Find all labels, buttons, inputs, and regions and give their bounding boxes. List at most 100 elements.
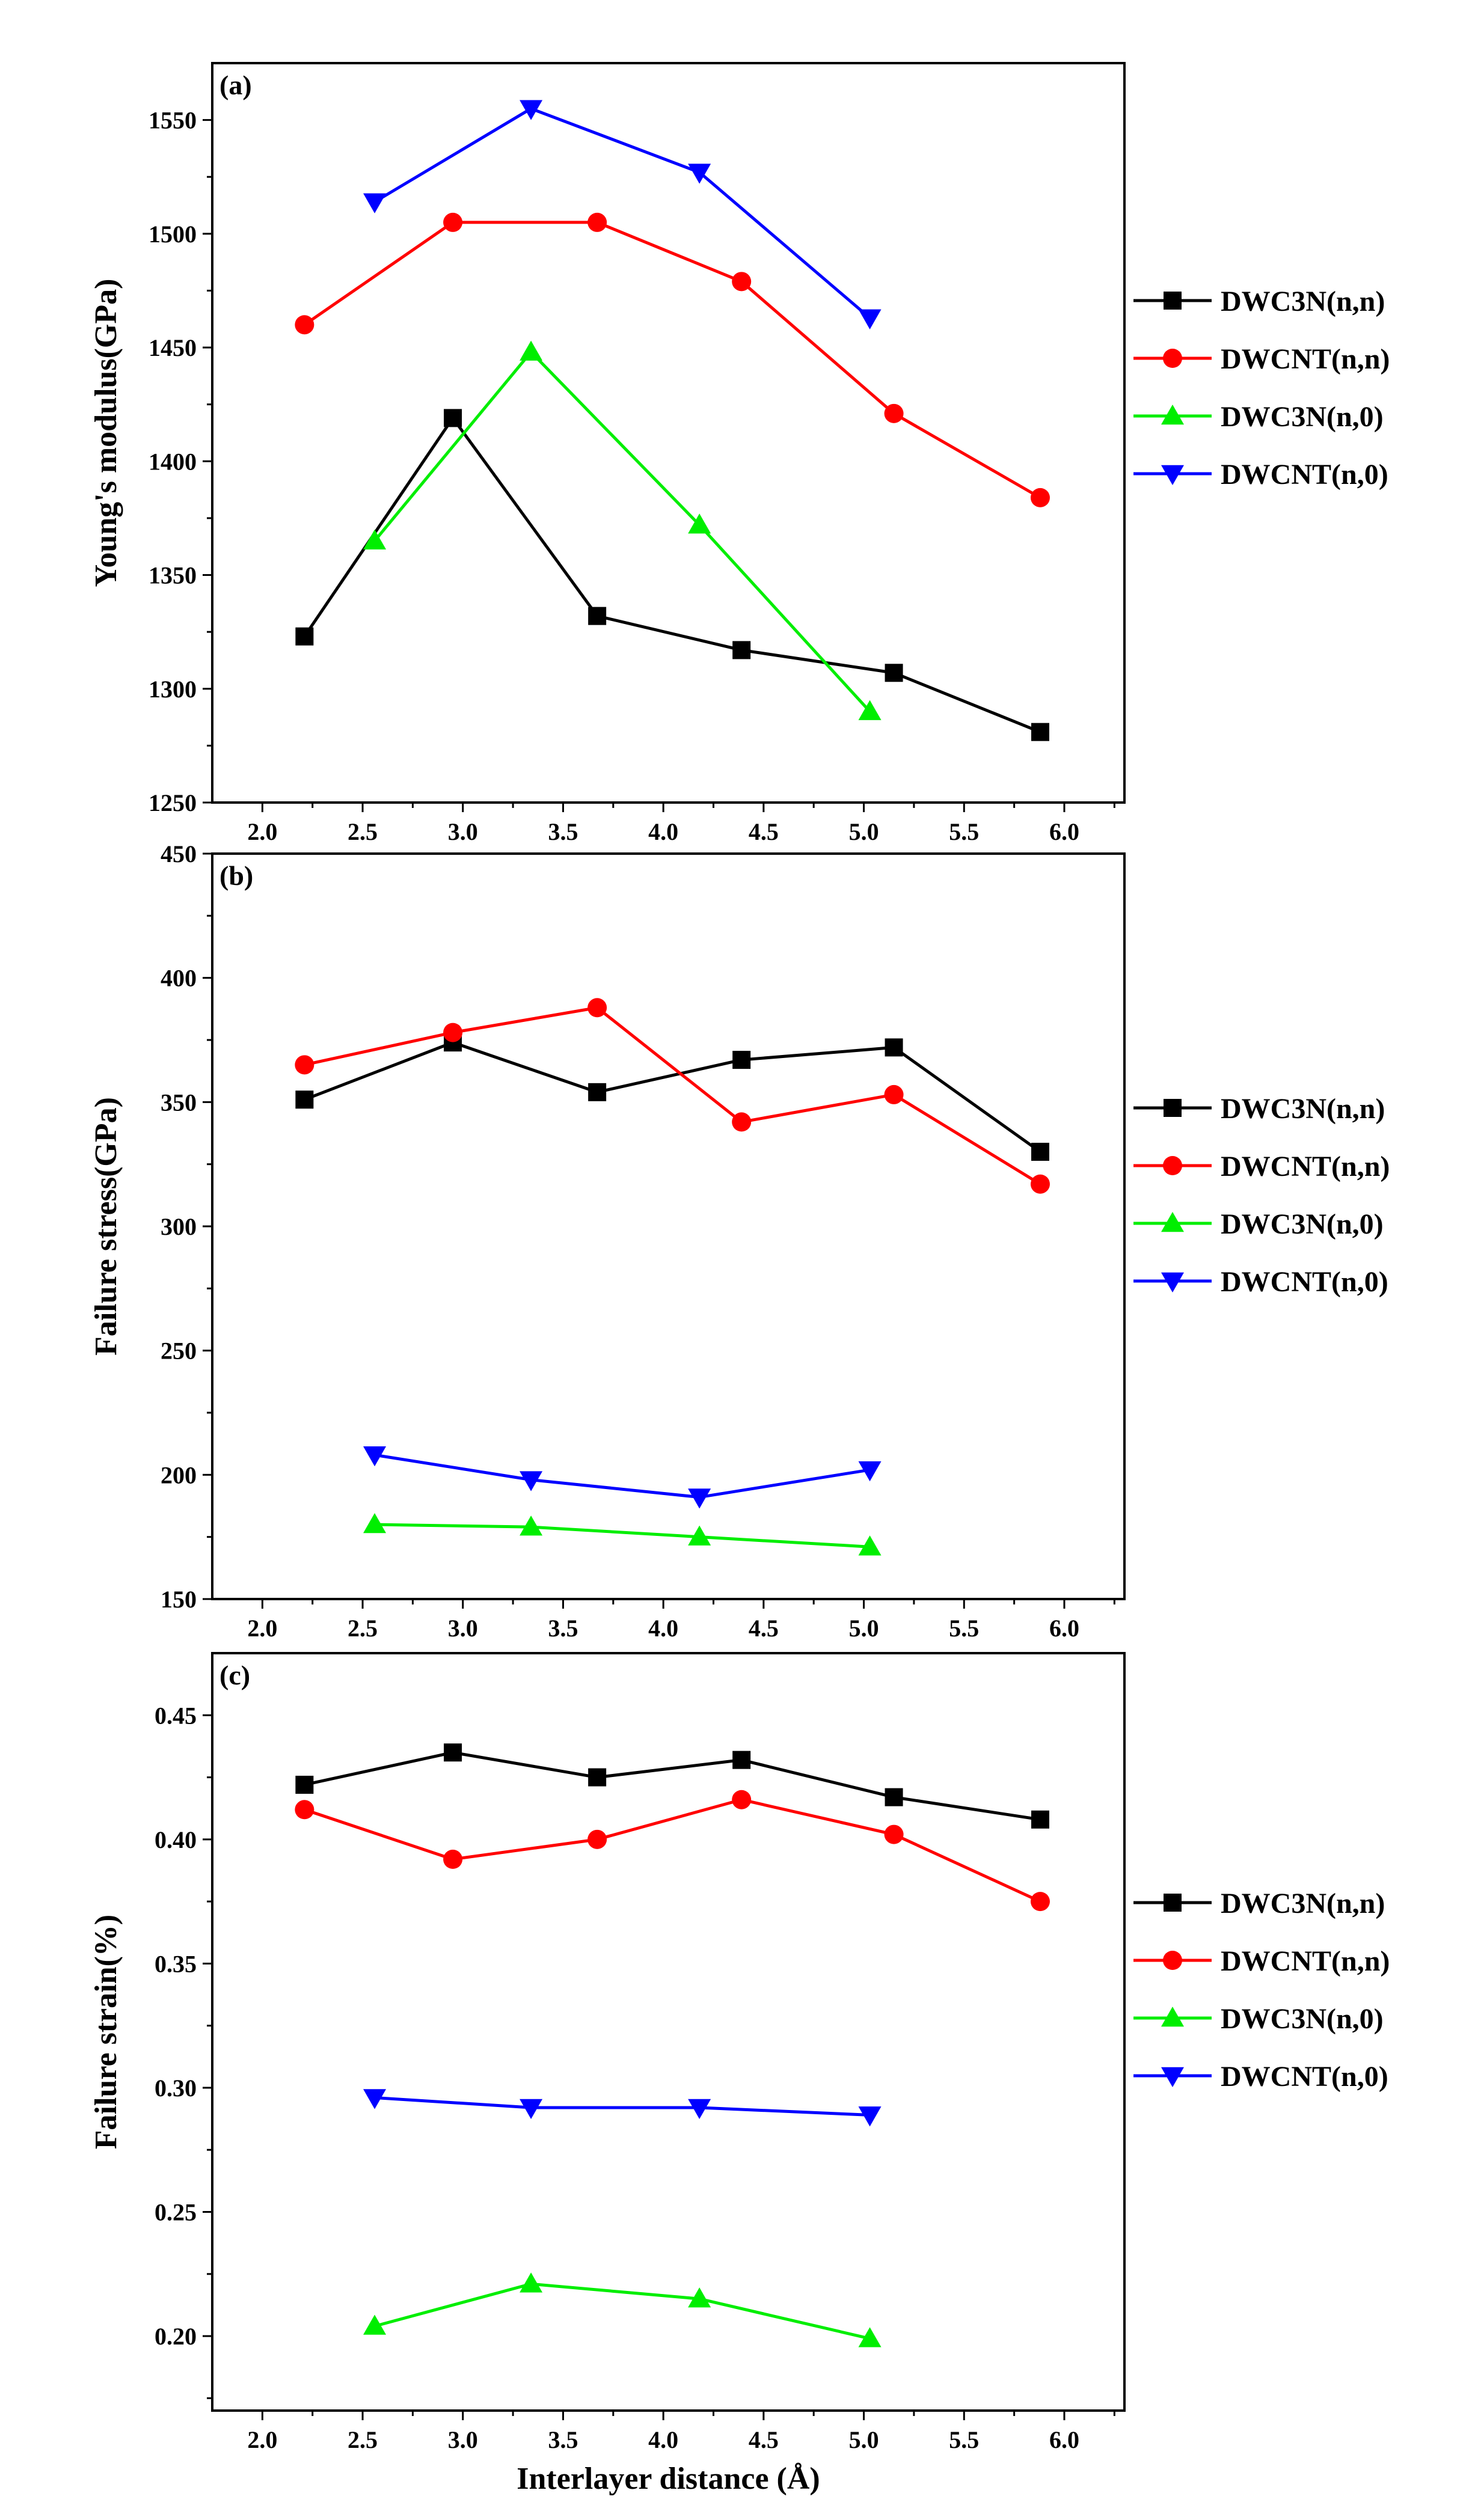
legend-entry-2: DWC3N(n,0) (1133, 1208, 1384, 1240)
chart-panel-0: 2.0 2.5 3.0 3.5 4.0 4.5 5.0 5.5 6.0 1250 1300 1350 1… (89, 62, 1390, 845)
data-point (363, 2089, 387, 2109)
plot-frame (211, 1652, 1126, 2412)
data-point (443, 1023, 463, 1042)
panel-label: (b) (219, 860, 253, 891)
series-1 (295, 998, 1050, 1194)
data-point (858, 2106, 882, 2127)
y-tick-label: 1500 (149, 221, 197, 248)
data-point (858, 309, 882, 329)
x-tick-label: 3.0 (448, 818, 478, 845)
data-point (884, 1824, 904, 1844)
series-1 (295, 1790, 1050, 1912)
legend-label: DWCNT(n,0) (1221, 2061, 1388, 2093)
x-tick-label: 5.0 (849, 1615, 879, 1642)
data-point (858, 700, 882, 720)
x-tick-label: 2.0 (247, 2426, 277, 2453)
series-3 (363, 1446, 882, 1509)
data-point (443, 1849, 463, 1869)
data-point (1030, 1892, 1050, 1912)
data-point (732, 641, 751, 659)
legend-marker (1164, 1894, 1182, 1912)
y-tick-label: 1250 (149, 789, 197, 816)
x-axis-title: Interlayer distance (Å) (517, 2462, 820, 2496)
panel-label: (c) (219, 1660, 250, 1690)
x-tick-label: 2.5 (348, 818, 378, 845)
y-tick-label: 300 (161, 1213, 197, 1240)
data-point (443, 212, 463, 232)
data-point (520, 1471, 543, 1491)
data-point (520, 2272, 543, 2293)
legend-marker (1163, 1156, 1182, 1175)
data-point (444, 409, 462, 427)
y-tick-label: 450 (161, 840, 197, 867)
x-tick-label: 3.5 (548, 2426, 578, 2453)
data-point (885, 1788, 903, 1806)
x-tick-label: 5.0 (849, 2426, 879, 2453)
y-tick-label: 350 (161, 1089, 197, 1116)
legend-entry-1: DWCNT(n,n) (1133, 1945, 1390, 1977)
y-tick-label: 1400 (149, 448, 197, 475)
y-axis-title: Young's modulus(GPa) (89, 279, 123, 587)
data-point (885, 1038, 903, 1057)
y-axis-title: Failure stress(GPa) (89, 1097, 123, 1356)
series-line (374, 2282, 871, 2340)
y-axis-title: Failure strain(%) (89, 1915, 123, 2149)
series-line (373, 107, 871, 319)
legend-marker (1163, 1951, 1182, 1970)
plot-frame (211, 62, 1126, 804)
series-line (303, 221, 1041, 500)
x-tick-label: 5.5 (949, 818, 979, 845)
series-0 (295, 409, 1049, 741)
data-point (1031, 1810, 1049, 1829)
data-point (520, 2099, 543, 2119)
data-point (363, 529, 387, 550)
legend-entry-0: DWC3N(n,n) (1133, 286, 1385, 317)
legend-label: DWC3N(n,n) (1221, 1093, 1385, 1125)
series-line (304, 1751, 1041, 1821)
data-point (363, 193, 387, 213)
x-tick-label: 4.5 (749, 818, 779, 845)
x-tick-label: 5.5 (949, 2426, 979, 2453)
legend-marker (1161, 2067, 1184, 2087)
x-tick-label: 2.0 (247, 1615, 277, 1642)
legend-entry-3: DWCNT(n,0) (1133, 2061, 1388, 2093)
y-tick-label: 1450 (149, 334, 197, 361)
x-tick-label: 2.5 (348, 1615, 378, 1642)
data-point (1030, 1174, 1050, 1194)
series-line (304, 1798, 1041, 1903)
data-point (295, 1090, 314, 1109)
data-point (295, 1055, 314, 1075)
legend-label: DWCNT(n,n) (1221, 343, 1390, 375)
legend-entry-2: DWC3N(n,0) (1133, 401, 1384, 433)
legend-entry-2: DWC3N(n,0) (1133, 2003, 1384, 2035)
series-line (375, 1523, 870, 1549)
legend-marker (1163, 349, 1182, 368)
legend-marker (1161, 2007, 1184, 2027)
y-tick-label: 150 (161, 1586, 197, 1613)
series-line (303, 416, 1041, 733)
series-line (374, 1453, 870, 1499)
data-point (363, 2314, 387, 2335)
data-point (295, 627, 314, 646)
series-line (304, 1041, 1041, 1154)
x-tick-label: 3.5 (548, 1615, 578, 1642)
data-point (295, 315, 314, 335)
data-point (732, 1112, 752, 1132)
x-tick-label: 4.0 (648, 2426, 678, 2453)
x-tick-label: 4.5 (749, 1615, 779, 1642)
y-tick-label: 0.45 (155, 1702, 197, 1729)
data-point (1031, 723, 1049, 741)
data-point (858, 1535, 882, 1556)
series-2 (363, 2272, 882, 2347)
y-tick-label: 250 (161, 1338, 197, 1365)
x-tick-label: 2.0 (247, 818, 277, 845)
y-tick-label: 200 (161, 1461, 197, 1488)
data-point (1031, 1143, 1049, 1161)
legend-label: DWCNT(n,0) (1221, 459, 1388, 491)
data-point (885, 664, 903, 682)
data-point (363, 1513, 387, 1534)
data-point (858, 2327, 882, 2347)
series-3 (363, 100, 882, 329)
legend-entry-3: DWCNT(n,0) (1133, 1266, 1388, 1298)
